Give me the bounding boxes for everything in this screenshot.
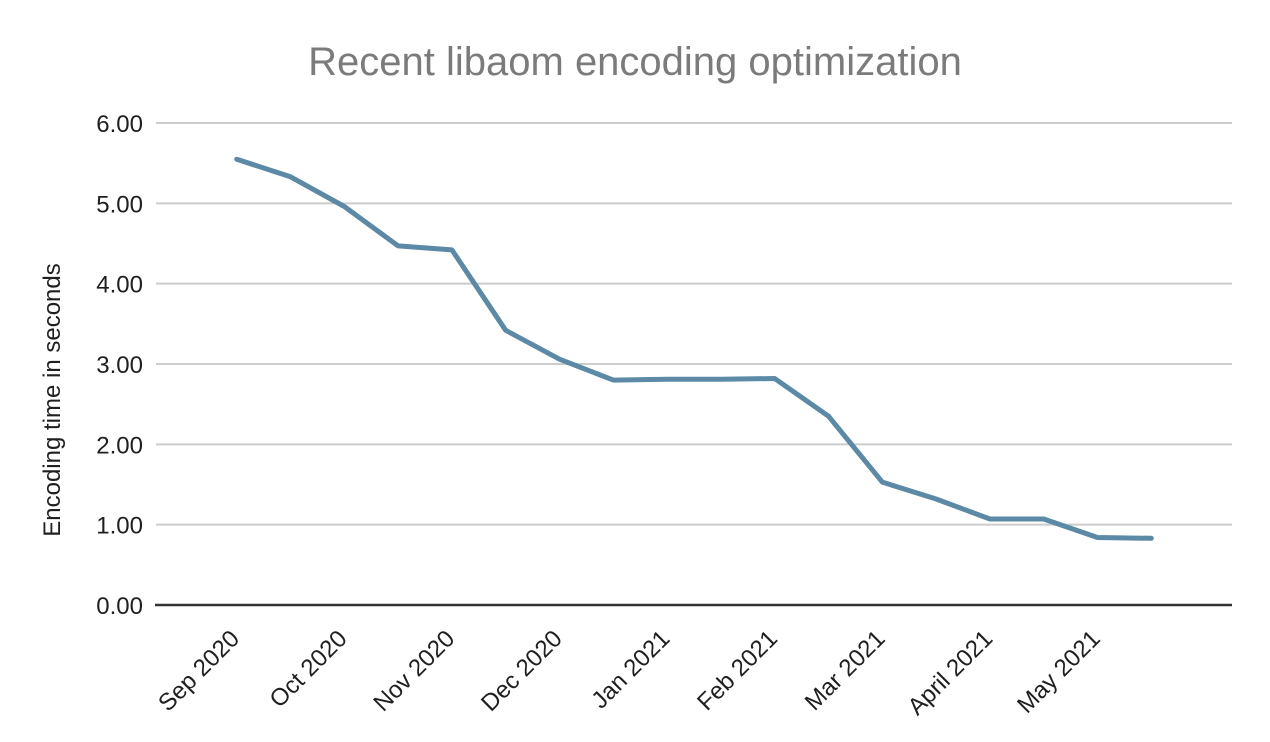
x-tick-label: Sep 2020 xyxy=(153,625,245,717)
x-tick-label: Oct 2020 xyxy=(265,625,353,713)
x-tick-label: Dec 2020 xyxy=(476,625,568,717)
y-tick-label: 0.00 xyxy=(96,593,143,620)
chart-title: Recent libaom encoding optimization xyxy=(308,40,962,84)
y-axis-title: Encoding time in seconds xyxy=(39,263,66,537)
x-tick-label: Nov 2020 xyxy=(368,625,460,717)
y-tick-label: 4.00 xyxy=(96,272,143,299)
y-tick-label: 6.00 xyxy=(96,111,143,138)
x-tick-label: Jan 2021 xyxy=(586,625,675,714)
y-tick-label: 5.00 xyxy=(96,191,143,218)
y-tick-label: 3.00 xyxy=(96,352,143,379)
series-line xyxy=(234,156,1154,541)
x-tick-label: May 2021 xyxy=(1012,625,1106,719)
y-tick-label: 1.00 xyxy=(96,513,143,540)
x-tick-label: Mar 2021 xyxy=(800,625,891,716)
y-tick-label: 2.00 xyxy=(96,432,143,459)
x-tick-label: April 2021 xyxy=(903,625,999,721)
x-tick-label: Feb 2021 xyxy=(692,625,783,716)
